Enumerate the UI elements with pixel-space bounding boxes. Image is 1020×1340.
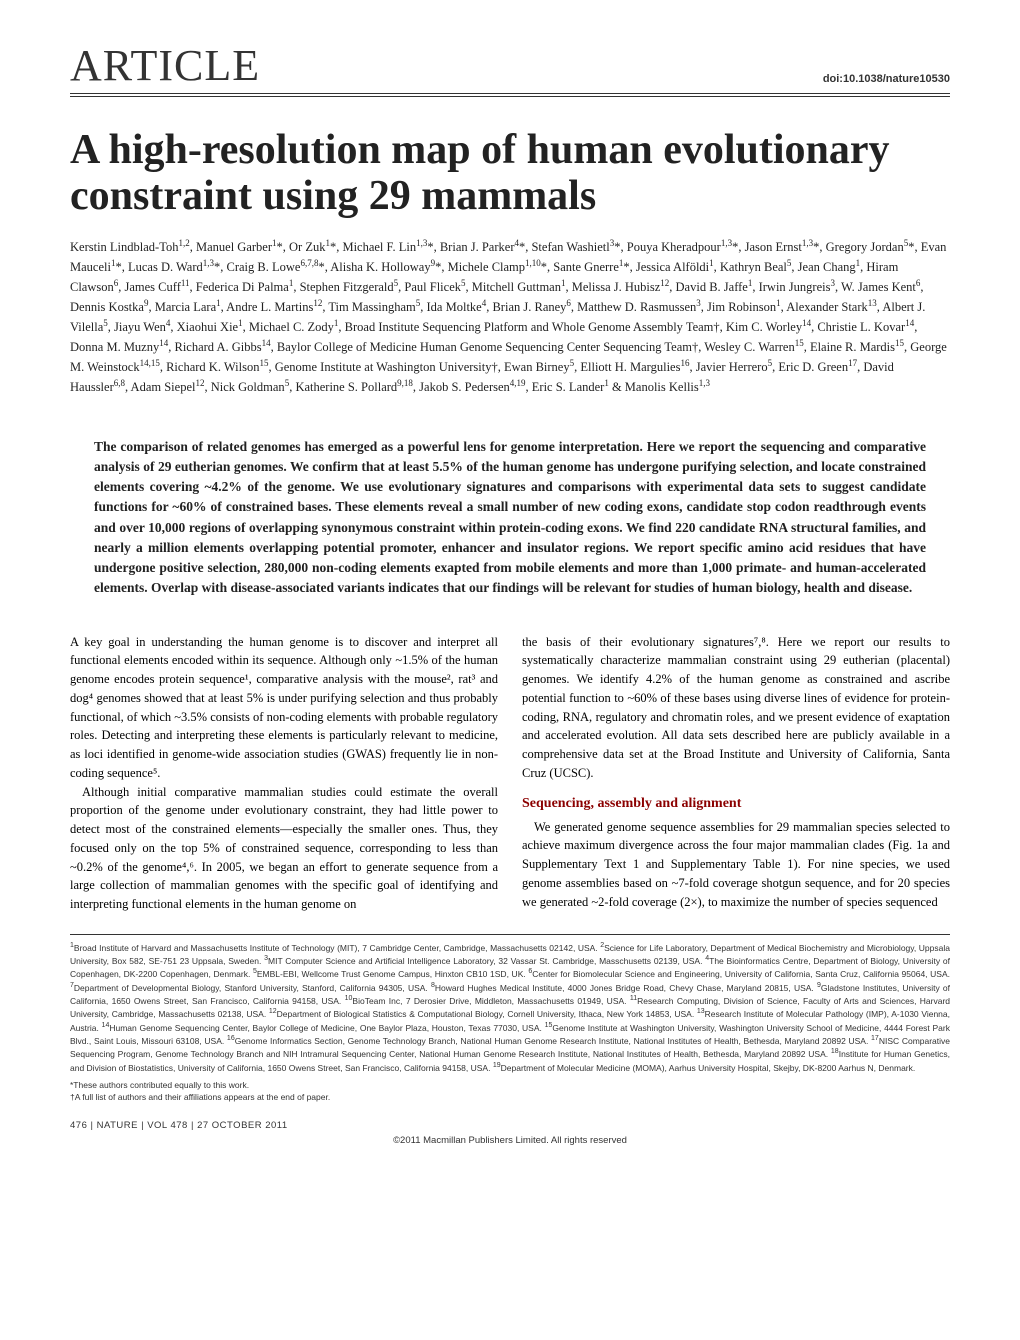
body-columns: A key goal in understanding the human ge…	[70, 633, 950, 914]
header-row: ARTICLE doi:10.1038/nature10530	[70, 40, 950, 97]
footnotes: *These authors contributed equally to th…	[70, 1080, 950, 1104]
copyright-line: ©2011 Macmillan Publishers Limited. All …	[70, 1135, 950, 1146]
article-title: A high-resolution map of human evolution…	[70, 127, 950, 219]
body-paragraph: Although initial comparative mammalian s…	[70, 783, 498, 914]
body-paragraph: A key goal in understanding the human ge…	[70, 633, 498, 783]
authors-list: Kerstin Lindblad-Toh1,2, Manuel Garber1*…	[70, 237, 950, 396]
section-heading: Sequencing, assembly and alignment	[522, 793, 950, 814]
page-footer: 476 | NATURE | VOL 478 | 27 OCTOBER 2011	[70, 1120, 950, 1131]
abstract-text: The comparison of related genomes has em…	[94, 437, 926, 599]
article-label: ARTICLE	[70, 40, 260, 91]
footnote-line: †A full list of authors and their affili…	[70, 1092, 950, 1104]
left-column: A key goal in understanding the human ge…	[70, 633, 498, 914]
divider	[70, 934, 950, 935]
affiliations-block: 1Broad Institute of Harvard and Massachu…	[70, 941, 950, 1074]
body-paragraph: the basis of their evolutionary signatur…	[522, 633, 950, 783]
body-paragraph: We generated genome sequence assemblies …	[522, 818, 950, 912]
footnote-line: *These authors contributed equally to th…	[70, 1080, 950, 1092]
right-column: the basis of their evolutionary signatur…	[522, 633, 950, 914]
doi-label: doi:10.1038/nature10530	[823, 73, 950, 91]
